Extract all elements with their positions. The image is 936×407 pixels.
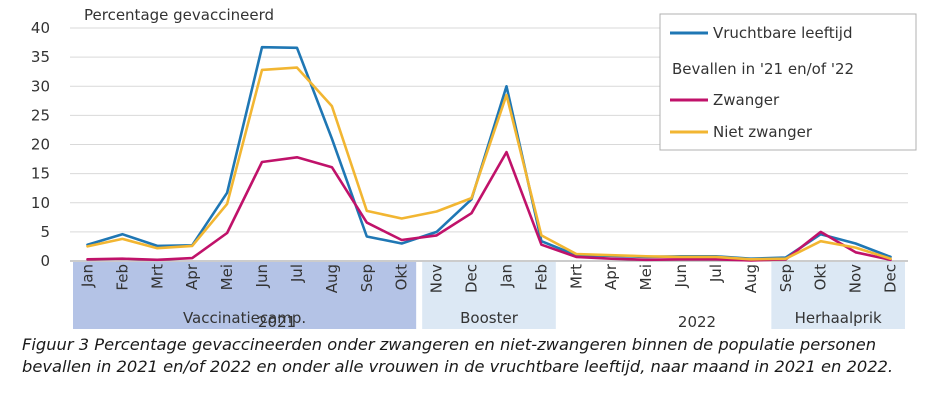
x-tick-label-8: Sep bbox=[358, 264, 376, 292]
x-tick-label-4: Mei bbox=[218, 264, 236, 290]
x-tick-label-6: Jul bbox=[288, 264, 306, 283]
y-tick-label-10: 10 bbox=[31, 194, 50, 212]
x-tick-label-15: Apr bbox=[602, 263, 620, 290]
legend-label-zwanger: Zwanger bbox=[713, 91, 780, 109]
x-tick-label-3: Apr bbox=[183, 263, 201, 290]
x-tick-label-19: Aug bbox=[742, 264, 760, 293]
period-band-booster bbox=[422, 262, 556, 329]
x-tick-label-16: Mei bbox=[637, 264, 655, 290]
y-tick-label-40: 40 bbox=[31, 19, 50, 37]
y-tick-label-0: 0 bbox=[40, 252, 50, 270]
year-label-2021: 2021 bbox=[258, 313, 296, 331]
period-bands: Vaccinatiecamp. Booster Herhaalprik bbox=[73, 262, 905, 329]
x-tick-label-9: Okt bbox=[393, 264, 411, 290]
y-tick-label-30: 30 bbox=[31, 77, 50, 95]
legend: Vruchtbare leeftijd Bevallen in '21 en/o… bbox=[659, 13, 917, 151]
x-tick-label-20: Sep bbox=[777, 264, 795, 292]
legend-heading: Bevallen in '21 en/of '22 bbox=[672, 60, 854, 78]
x-tick-label-22: Nov bbox=[847, 264, 865, 293]
period-band-herhaalprik bbox=[771, 262, 905, 329]
x-tick-label-17: Jun bbox=[672, 264, 690, 288]
period-label-herhaalprik: Herhaalprik bbox=[795, 309, 882, 327]
series-line-niet-zwanger bbox=[86, 66, 892, 261]
x-tick-label-14: Mrt bbox=[567, 264, 585, 289]
x-tick-label-13: Feb bbox=[532, 264, 550, 291]
x-tick-label-5: Jun bbox=[253, 264, 271, 288]
y-tick-label-35: 35 bbox=[31, 48, 50, 66]
year-label-2022: 2022 bbox=[678, 313, 716, 331]
series-lines bbox=[86, 45, 892, 262]
x-tick-label-12: Jan bbox=[497, 264, 515, 288]
x-tick-label-0: Jan bbox=[78, 264, 96, 288]
x-axis-ticks: Jan Feb Mrt Apr Mei Jun Jul Aug Sep Okt Nov Dec Jan F… bbox=[78, 263, 899, 293]
x-tick-label-10: Nov bbox=[428, 264, 446, 293]
y-axis-label: Percentage gevaccineerd bbox=[84, 6, 274, 24]
x-tick-label-11: Dec bbox=[463, 264, 481, 293]
period-label-vaccinatiecamp: Vaccinatiecamp. bbox=[183, 309, 306, 327]
y-tick-label-5: 5 bbox=[40, 223, 50, 241]
y-tick-label-15: 15 bbox=[31, 165, 50, 183]
series-line-zwanger bbox=[86, 150, 892, 262]
x-tick-label-23: Dec bbox=[882, 264, 900, 293]
x-tick-label-2: Mrt bbox=[148, 264, 166, 289]
y-axis-ticks: 0 5 10 15 20 25 30 35 40 bbox=[31, 19, 50, 270]
x-tick-label-1: Feb bbox=[113, 264, 131, 291]
line-chart: Vaccinatiecamp. Booster Herhaalprik 0 5 10 15… bbox=[31, 6, 917, 331]
y-tick-label-25: 25 bbox=[31, 106, 50, 124]
legend-label-niet-zwanger: Niet zwanger bbox=[713, 123, 813, 141]
figure-caption: Figuur 3 Percentage gevaccineerden onder… bbox=[22, 335, 894, 376]
x-tick-label-18: Jul bbox=[707, 264, 725, 283]
period-label-booster: Booster bbox=[460, 309, 519, 327]
legend-box bbox=[659, 13, 917, 151]
x-tick-label-21: Okt bbox=[812, 264, 830, 290]
period-band-vaccinatiecamp bbox=[73, 262, 417, 329]
y-tick-label-20: 20 bbox=[31, 136, 50, 154]
year-labels: 2021 2022 bbox=[258, 313, 716, 331]
x-tick-label-7: Aug bbox=[323, 264, 341, 293]
legend-label-vruchtbare-leeftijd: Vruchtbare leeftijd bbox=[713, 24, 853, 42]
